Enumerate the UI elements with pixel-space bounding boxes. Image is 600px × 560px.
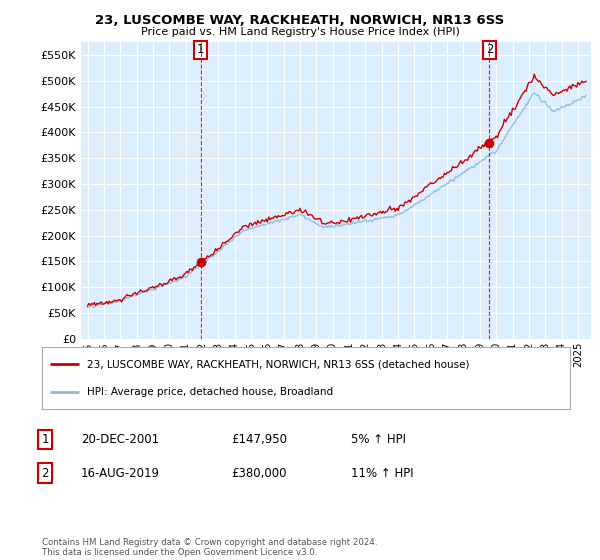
Text: £147,950: £147,950 xyxy=(231,433,287,446)
Text: HPI: Average price, detached house, Broadland: HPI: Average price, detached house, Broa… xyxy=(87,386,333,396)
Text: £380,000: £380,000 xyxy=(231,466,287,480)
Text: 5% ↑ HPI: 5% ↑ HPI xyxy=(351,433,406,446)
Text: Contains HM Land Registry data © Crown copyright and database right 2024.
This d: Contains HM Land Registry data © Crown c… xyxy=(42,538,377,557)
Text: 1: 1 xyxy=(41,433,49,446)
Text: 2: 2 xyxy=(41,466,49,480)
Text: 16-AUG-2019: 16-AUG-2019 xyxy=(81,466,160,480)
Text: 11% ↑ HPI: 11% ↑ HPI xyxy=(351,466,413,480)
Text: Price paid vs. HM Land Registry's House Price Index (HPI): Price paid vs. HM Land Registry's House … xyxy=(140,27,460,37)
Text: 1: 1 xyxy=(197,44,205,57)
Text: 20-DEC-2001: 20-DEC-2001 xyxy=(81,433,159,446)
Text: 23, LUSCOMBE WAY, RACKHEATH, NORWICH, NR13 6SS: 23, LUSCOMBE WAY, RACKHEATH, NORWICH, NR… xyxy=(95,14,505,27)
Text: 23, LUSCOMBE WAY, RACKHEATH, NORWICH, NR13 6SS (detached house): 23, LUSCOMBE WAY, RACKHEATH, NORWICH, NR… xyxy=(87,360,469,370)
Text: 2: 2 xyxy=(485,44,493,57)
